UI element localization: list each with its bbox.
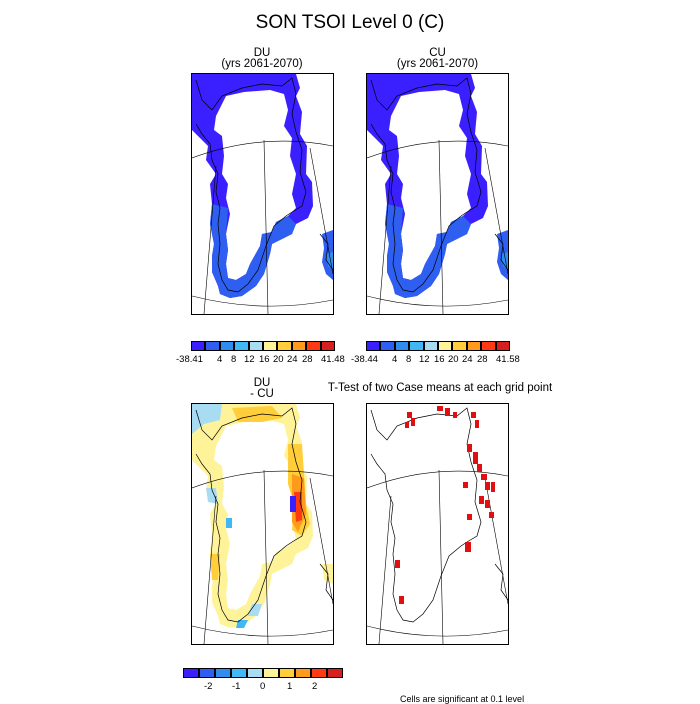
diff-colorbar-swatch: [327, 668, 343, 678]
diff-map-panel: [191, 403, 334, 645]
diff-cbar-label: -2: [204, 681, 213, 692]
du-map-grid: [192, 139, 333, 314]
du-cbar-label: -38.41: [176, 354, 203, 365]
diff-map-field: [192, 404, 333, 628]
du-colorbar-swatch: [320, 341, 335, 351]
du-map-field: [192, 74, 333, 298]
diff-panel-title: DU - CU: [191, 377, 333, 400]
diff-colorbar-swatch: [199, 668, 215, 678]
diff-colorbar-swatch: [263, 668, 279, 678]
cu-cbar-label: 20: [448, 354, 459, 365]
cu-colorbar-swatch: [466, 341, 482, 351]
du-colorbar-swatch: [277, 341, 292, 351]
diff-title-line2: - CU: [250, 388, 274, 400]
cu-map-field: [367, 74, 508, 298]
ttest-coastline: [370, 407, 508, 623]
du-cbar-label: 41.48: [321, 354, 345, 365]
du-cbar-label: 8: [231, 354, 237, 365]
diff-colorbar-labels: -2 -1 0 1 2: [183, 681, 343, 693]
cu-map-grid: [367, 139, 508, 314]
diff-colorbar-swatch: [183, 668, 199, 678]
cu-title-line1: CU: [429, 47, 446, 59]
du-cbar-label: 4: [217, 354, 223, 365]
cu-cbar-label: 28: [477, 354, 488, 365]
du-cbar-label: 28: [302, 354, 313, 365]
du-title-line1: DU: [253, 47, 271, 59]
du-colorbar: [191, 341, 335, 351]
cu-cbar-label: 8: [406, 354, 412, 365]
cu-colorbar-swatch: [380, 341, 395, 351]
diff-cbar-label: 0: [260, 681, 266, 692]
cu-map-panel: [366, 73, 509, 315]
cu-title-line2: (yrs 2061-2070): [396, 58, 479, 70]
diff-colorbar-swatch: [231, 668, 247, 678]
cu-colorbar-swatch: [366, 341, 381, 351]
du-cbar-label: 20: [273, 354, 284, 365]
diff-coastline: [195, 407, 333, 623]
du-cbar-label: 16: [259, 354, 270, 365]
diff-colorbar-swatch: [279, 668, 295, 678]
du-colorbar-labels: -38.41 4 8 12 16 20 24 28 41.48: [176, 354, 345, 366]
cu-cbar-label: 12: [419, 354, 430, 365]
du-colorbar-swatch: [234, 341, 249, 351]
du-colorbar-swatch: [291, 341, 307, 351]
du-panel-title: DU (yrs 2061-2070): [191, 47, 333, 70]
cu-cbar-label: 4: [392, 354, 398, 365]
du-cbar-label: 24: [287, 354, 298, 365]
du-colorbar-swatch: [262, 341, 278, 351]
diff-map-grid: [192, 469, 333, 644]
diff-colorbar: [183, 668, 343, 678]
cu-colorbar-swatch: [481, 341, 496, 351]
diff-title-line1: DU: [253, 377, 271, 389]
ttest-significant-cells: [395, 406, 495, 604]
cu-cbar-label: -38.44: [351, 354, 378, 365]
cu-colorbar-labels: -38.44 4 8 12 16 20 24 28 41.58: [351, 354, 520, 366]
cu-colorbar-swatch: [437, 341, 453, 351]
cu-colorbar-swatch: [423, 341, 438, 351]
diff-colorbar-swatch: [247, 668, 263, 678]
cu-coastline: [370, 77, 508, 293]
du-colorbar-swatch: [205, 341, 220, 351]
cu-colorbar-swatch: [394, 341, 410, 351]
ttest-map-grid: [367, 469, 508, 644]
du-coastline: [195, 77, 333, 293]
cu-colorbar-swatch: [409, 341, 424, 351]
du-colorbar-swatch: [191, 341, 206, 351]
du-map-panel: [191, 73, 334, 315]
cu-cbar-label: 16: [434, 354, 445, 365]
cu-colorbar: [366, 341, 510, 351]
cu-cbar-label: 41.58: [496, 354, 520, 365]
cu-cbar-label: 24: [462, 354, 473, 365]
cu-panel-title: CU (yrs 2061-2070): [366, 47, 509, 70]
page-title: SON TSOI Level 0 (C): [255, 12, 445, 33]
cu-colorbar-swatch: [495, 341, 510, 351]
diff-colorbar-swatch: [295, 668, 311, 678]
diff-cbar-label: 1: [287, 681, 293, 692]
ttest-map-panel: [366, 403, 509, 645]
ttest-panel-title: T-Test of two Case means at each grid po…: [327, 382, 553, 394]
du-cbar-label: 12: [244, 354, 255, 365]
du-colorbar-swatch: [248, 341, 263, 351]
diff-colorbar-swatch: [311, 668, 327, 678]
diff-cbar-label: -1: [232, 681, 241, 692]
du-title-line2: (yrs 2061-2070): [221, 58, 303, 70]
significance-footnote: Cells are significant at 0.1 level: [400, 694, 525, 704]
cu-colorbar-swatch: [452, 341, 467, 351]
diff-colorbar-swatch: [215, 668, 231, 678]
du-colorbar-swatch: [306, 341, 321, 351]
diff-cbar-label: 2: [312, 681, 318, 692]
du-colorbar-swatch: [219, 341, 235, 351]
